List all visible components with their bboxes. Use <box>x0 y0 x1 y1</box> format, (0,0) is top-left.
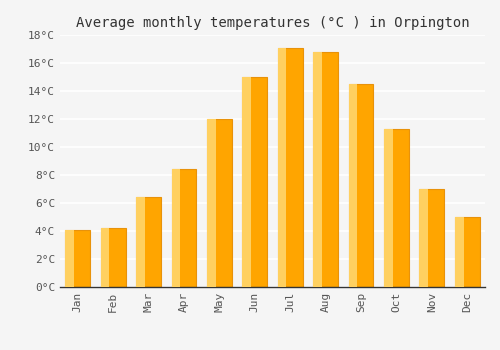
Bar <box>384 129 409 287</box>
Bar <box>172 169 196 287</box>
Bar <box>455 217 479 287</box>
Bar <box>66 230 90 287</box>
Bar <box>100 228 110 287</box>
Bar <box>242 77 267 287</box>
Bar <box>313 52 338 287</box>
Bar <box>420 189 428 287</box>
Bar <box>136 197 161 287</box>
Bar <box>207 119 232 287</box>
Bar <box>348 84 374 287</box>
Bar <box>313 52 322 287</box>
Bar <box>136 197 145 287</box>
Bar <box>455 217 464 287</box>
Bar <box>384 129 392 287</box>
Bar <box>348 84 358 287</box>
Bar <box>242 77 251 287</box>
Bar <box>278 48 286 287</box>
Bar <box>278 48 302 287</box>
Bar <box>420 189 444 287</box>
Bar <box>100 228 126 287</box>
Bar <box>207 119 216 287</box>
Title: Average monthly temperatures (°C ) in Orpington: Average monthly temperatures (°C ) in Or… <box>76 16 469 30</box>
Bar <box>66 230 74 287</box>
Bar <box>172 169 180 287</box>
